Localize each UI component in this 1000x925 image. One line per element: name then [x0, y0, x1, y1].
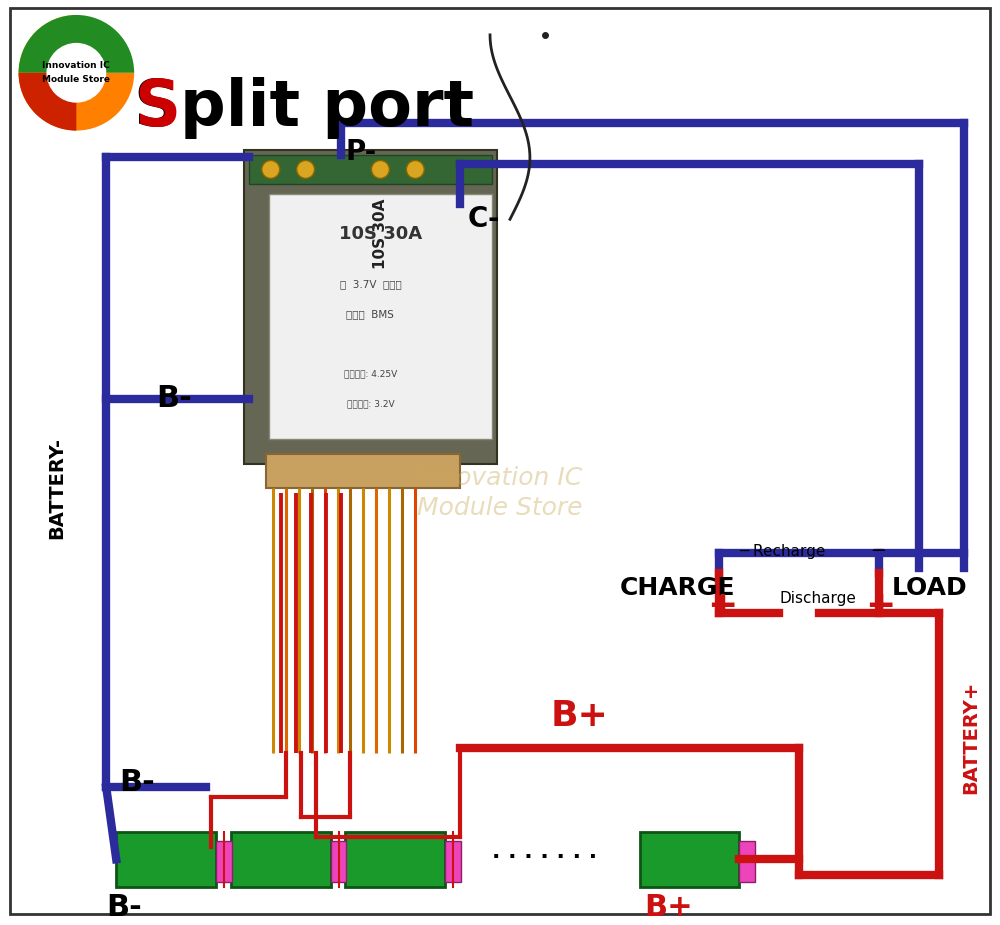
Text: · · · · · · ·: · · · · · · ·	[492, 847, 597, 868]
Circle shape	[371, 160, 389, 179]
Text: +: +	[866, 589, 896, 623]
Text: 10S 30A: 10S 30A	[339, 226, 422, 243]
Text: Module Store: Module Store	[42, 75, 110, 84]
Text: Innovation IC: Innovation IC	[417, 466, 583, 490]
Text: LOAD: LOAD	[892, 576, 967, 600]
Text: +: +	[707, 589, 737, 623]
Wedge shape	[19, 73, 134, 130]
Text: 过放保护: 3.2V: 过放保护: 3.2V	[347, 400, 394, 408]
Text: Innovation IC: Innovation IC	[42, 61, 110, 70]
Bar	[216, 842, 232, 882]
Text: Discharge: Discharge	[779, 590, 856, 606]
Text: Split port: Split port	[134, 77, 474, 139]
Text: CHARGE: CHARGE	[620, 576, 735, 600]
Text: 节  3.7V  锂电池: 节 3.7V 锂电池	[340, 279, 401, 290]
Text: BATTERY-: BATTERY-	[47, 438, 66, 539]
Circle shape	[406, 160, 424, 179]
Circle shape	[297, 160, 315, 179]
Text: S: S	[134, 77, 180, 139]
Bar	[249, 154, 492, 184]
Text: B+: B+	[551, 698, 609, 733]
Text: B+: B+	[645, 893, 693, 921]
Bar	[331, 842, 346, 882]
Bar	[640, 832, 739, 887]
Text: BATTERY+: BATTERY+	[961, 681, 980, 795]
Bar	[116, 832, 216, 887]
Bar	[231, 832, 331, 887]
Text: Module Store: Module Store	[417, 497, 583, 521]
Bar	[445, 842, 461, 882]
Text: 10S 30A: 10S 30A	[373, 199, 388, 269]
Bar	[345, 832, 445, 887]
Text: B-: B-	[106, 893, 142, 921]
Bar	[244, 150, 497, 463]
Bar	[269, 194, 492, 438]
Circle shape	[46, 43, 106, 103]
Text: B-: B-	[119, 768, 155, 797]
Text: 过充保护: 4.25V: 过充保护: 4.25V	[344, 369, 397, 378]
Text: ─: ─	[872, 542, 884, 561]
Text: 保护板  BMS: 保护板 BMS	[346, 309, 394, 319]
Text: C-: C-	[468, 205, 501, 233]
Wedge shape	[19, 15, 134, 73]
Wedge shape	[19, 73, 76, 130]
Circle shape	[262, 160, 280, 179]
Bar	[266, 453, 460, 488]
Text: P-: P-	[345, 138, 377, 166]
Text: ─ Recharge: ─ Recharge	[739, 544, 826, 559]
Bar	[739, 842, 755, 882]
Wedge shape	[19, 15, 76, 73]
Text: B-: B-	[156, 384, 192, 413]
